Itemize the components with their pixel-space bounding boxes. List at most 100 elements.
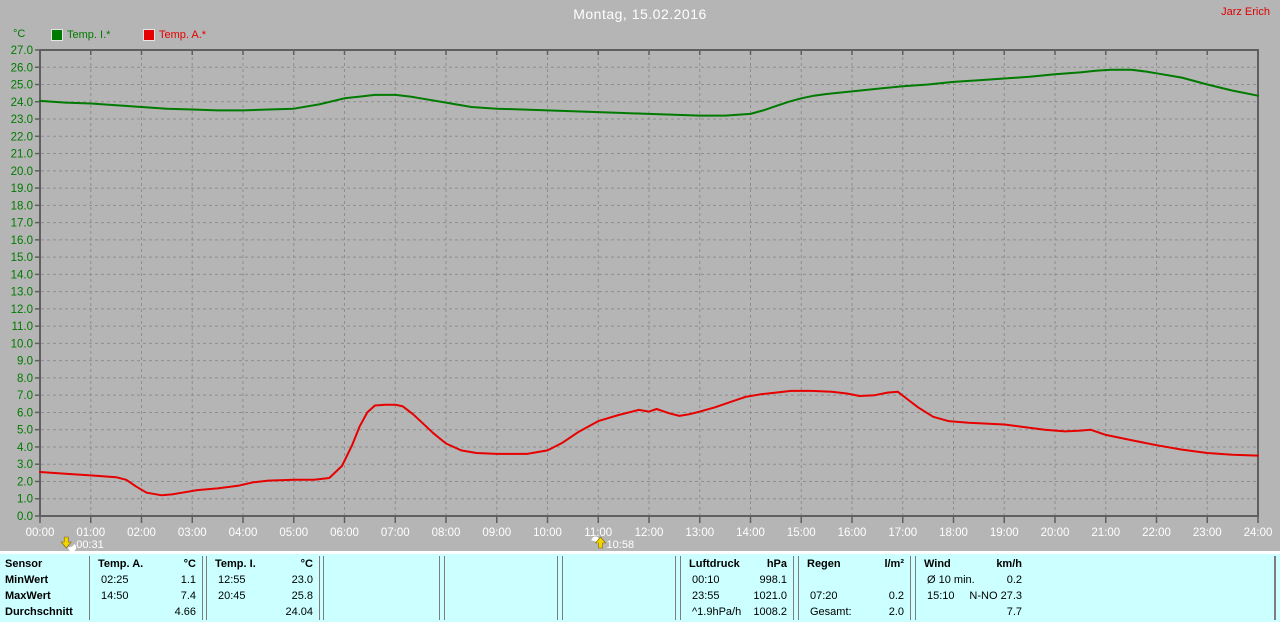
y-axis-label: 11.0 bbox=[11, 321, 33, 333]
stats-sensor-unit: °C bbox=[183, 558, 196, 570]
stats-time: Ø 10 min. bbox=[927, 574, 975, 586]
y-axis-label: 4.0 bbox=[17, 442, 33, 454]
stats-value: 7.4 bbox=[180, 590, 196, 602]
y-axis-label: 19.0 bbox=[11, 183, 33, 195]
y-axis-label: 24.0 bbox=[11, 97, 33, 109]
stats-value: 24.04 bbox=[285, 606, 313, 618]
x-axis-label: 14:00 bbox=[736, 527, 765, 539]
stats-cell: Temp. A. °C 02:25 1.1 14:50 7.4 4.66 bbox=[89, 556, 203, 620]
stats-row-label: MinWert bbox=[5, 574, 49, 586]
stats-time: 20:45 bbox=[218, 590, 246, 602]
y-axis-label: 13.0 bbox=[11, 287, 33, 299]
stats-value: 1.1 bbox=[180, 574, 196, 586]
y-axis-label: 2.0 bbox=[17, 476, 33, 488]
stats-time: 00:10 bbox=[692, 574, 720, 586]
temperature-chart: 0.0 1.0 2.0 3.0 4.0 5.0 6.0 7.0 8.0 9.0 10.0 11.0 12… bbox=[11, 45, 1273, 551]
y-axis-label: 6.0 bbox=[17, 407, 33, 419]
x-axis-label: 12:00 bbox=[635, 527, 664, 539]
stats-time: ^1.9hPa/h bbox=[692, 606, 742, 618]
stats-time: 23:55 bbox=[692, 590, 720, 602]
y-axis-label: 5.0 bbox=[17, 425, 33, 437]
x-axis-label: 17:00 bbox=[888, 527, 917, 539]
x-axis-label: 15:00 bbox=[787, 527, 816, 539]
x-axis-label: 08:00 bbox=[432, 527, 461, 539]
temp-i-swatch-icon bbox=[52, 30, 62, 40]
table-right-border bbox=[1275, 556, 1276, 620]
legend-label-temp-i: Temp. I.* bbox=[67, 29, 111, 41]
moonrise-icon bbox=[591, 536, 607, 549]
x-axis-label: 20:00 bbox=[1041, 527, 1070, 539]
moon-time-label: 00:31 bbox=[76, 539, 104, 551]
stats-time: 12:55 bbox=[218, 574, 246, 586]
x-axis-label: 00:00 bbox=[26, 527, 55, 539]
y-axis-label: 18.0 bbox=[11, 200, 33, 212]
stats-sensor-name: Regen bbox=[807, 558, 841, 570]
y-axis-label: 25.0 bbox=[11, 80, 33, 92]
y-axis-label: 0.0 bbox=[17, 511, 33, 523]
stats-cell: Regen l/m² 07:20 0.2 Gesamt: 2.0 bbox=[798, 556, 911, 620]
x-axis-label: 10:00 bbox=[533, 527, 562, 539]
stats-cell: Temp. I. °C 12:55 23.0 20:45 25.8 24.04 bbox=[206, 556, 320, 620]
stats-time: Gesamt: bbox=[810, 606, 852, 618]
y-axis-label: 21.0 bbox=[11, 149, 33, 161]
stats-value: N-NO 27.3 bbox=[969, 590, 1022, 602]
stats-value: 2.0 bbox=[888, 606, 904, 618]
stats-value: 7.7 bbox=[1006, 606, 1022, 618]
series-temp-a bbox=[39, 389, 1259, 497]
chart-title: Montag, 15.02.2016 bbox=[573, 6, 707, 22]
stats-sensor-name: Luftdruck bbox=[689, 558, 740, 570]
stats-value: 25.8 bbox=[291, 590, 313, 602]
y-axis-label: 7.0 bbox=[17, 390, 33, 402]
legend-item-temp-i[interactable]: Temp. I.* bbox=[52, 29, 110, 41]
x-axis-label: 05:00 bbox=[279, 527, 308, 539]
x-axis-label: 22:00 bbox=[1142, 527, 1171, 539]
x-axis-label: 07:00 bbox=[381, 527, 410, 539]
stats-value: 1008.2 bbox=[753, 606, 787, 618]
stats-time: 14:50 bbox=[101, 590, 129, 602]
author-label: Jarz Erich bbox=[1221, 6, 1270, 18]
temp-a-swatch-icon bbox=[144, 30, 154, 40]
stats-time: 07:20 bbox=[810, 590, 838, 602]
stats-row-label: Sensor bbox=[5, 558, 43, 570]
stats-sensor-unit: hPa bbox=[766, 558, 787, 570]
stats-cell bbox=[444, 556, 558, 620]
stats-cell: Luftdruck hPa 00:10 998.1 23:55 1021.0 ^1.9hPa… bbox=[680, 556, 794, 620]
y-axis-label: 20.0 bbox=[11, 166, 33, 178]
x-axis-label: 16:00 bbox=[838, 527, 867, 539]
stats-value: 0.2 bbox=[1006, 574, 1022, 586]
stats-row-labels: Sensor MinWert MaxWert Durchschnitt bbox=[5, 556, 73, 620]
y-axis-label: 8.0 bbox=[17, 373, 33, 385]
y-axis-label: 22.0 bbox=[11, 131, 33, 143]
x-axis-label: 13:00 bbox=[685, 527, 714, 539]
x-axis-label: 02:00 bbox=[127, 527, 156, 539]
y-axis-label: 3.0 bbox=[17, 459, 33, 471]
stats-value: 4.66 bbox=[174, 606, 196, 618]
x-axis-label: 23:00 bbox=[1193, 527, 1222, 539]
y-axis-label: 1.0 bbox=[17, 494, 33, 506]
stats-sensor-name: Temp. I. bbox=[215, 558, 256, 570]
y-axis-label: 26.0 bbox=[11, 62, 33, 74]
moonset-icon bbox=[60, 536, 77, 551]
x-axis-label: 03:00 bbox=[178, 527, 207, 539]
x-axis-label: 18:00 bbox=[939, 527, 968, 539]
x-axis-label: 24:00 bbox=[1244, 527, 1273, 539]
y-axis-label: 9.0 bbox=[17, 356, 33, 368]
stats-time: 15:10 bbox=[927, 590, 955, 602]
y-axis-label: 15.0 bbox=[11, 252, 33, 264]
x-axis-label: 01:00 bbox=[76, 527, 105, 539]
y-axis-label: 12.0 bbox=[11, 304, 33, 316]
stats-sensor-unit: °C bbox=[300, 558, 313, 570]
stats-value: 0.2 bbox=[888, 590, 904, 602]
series-temp-i bbox=[39, 68, 1259, 117]
x-axis-label: 06:00 bbox=[330, 527, 359, 539]
stats-sensor-unit: l/m² bbox=[884, 558, 904, 570]
stats-value: 1021.0 bbox=[753, 590, 787, 602]
y-axis-label: 10.0 bbox=[11, 338, 33, 350]
x-axis-label: 09:00 bbox=[482, 527, 511, 539]
x-axis-label: 21:00 bbox=[1091, 527, 1120, 539]
x-axis-label: 04:00 bbox=[229, 527, 258, 539]
stats-time: 02:25 bbox=[101, 574, 129, 586]
legend-label-temp-a: Temp. A.* bbox=[159, 29, 207, 41]
y-axis-label: 14.0 bbox=[11, 269, 33, 281]
legend-item-temp-a[interactable]: Temp. A.* bbox=[144, 29, 206, 41]
